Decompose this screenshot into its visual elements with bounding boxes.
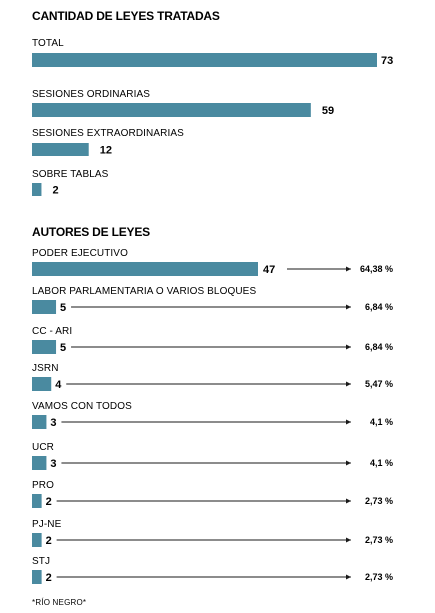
bar (32, 262, 258, 276)
chart-title-autores: AUTORES DE LEYES (32, 225, 150, 239)
category-label: STJ (32, 556, 50, 567)
value-label: 2 (46, 572, 52, 584)
bar (32, 143, 89, 156)
bar (32, 300, 57, 314)
percent-label: 64,38 % (360, 264, 393, 274)
value-label: 12 (100, 145, 112, 157)
bar (32, 53, 377, 67)
category-label: UCR (32, 442, 54, 453)
value-label: 73 (381, 55, 393, 67)
value-label: 3 (50, 458, 56, 470)
value-label: 3 (50, 417, 56, 429)
autores-bars: PODER EJECUTIVO 47 64,38 % LABOR PARLAMENTA… (32, 248, 393, 584)
category-label: SESIONES ORDINARIAS (32, 89, 150, 100)
value-label: 5 (60, 302, 66, 314)
category-label: PRO (32, 480, 54, 491)
bar (32, 570, 42, 584)
category-label: LABOR PARLAMENTARIA O VARIOS BLOQUES (32, 286, 256, 297)
bar (32, 103, 311, 117)
chart-title-leyes-tratadas: CANTIDAD DE LEYES TRATADAS (32, 9, 220, 23)
percent-label: 4,1 % (370, 417, 393, 427)
bar (32, 183, 42, 196)
value-label: 59 (322, 105, 334, 117)
category-label: PJ-NE (32, 519, 62, 530)
percent-label: 2,73 % (365, 535, 393, 545)
bar (32, 533, 42, 547)
percent-label: 2,73 % (365, 496, 393, 506)
category-label: TOTAL (32, 38, 64, 49)
percent-label: 6,84 % (365, 342, 393, 352)
bar (32, 456, 47, 470)
footnote: *RÍO NEGRO* (32, 598, 86, 607)
bar (32, 340, 57, 354)
value-label: 4 (55, 379, 62, 391)
value-label: 47 (263, 264, 275, 276)
leyes-tratadas-bars: TOTAL 73 SESIONES ORDINARIAS 59 SESIONES EXT… (32, 38, 393, 197)
bar (32, 494, 42, 508)
category-label: SESIONES EXTRAORDINARIAS (32, 128, 184, 139)
category-label: SOBRE TABLAS (32, 169, 109, 180)
value-label: 2 (46, 535, 52, 547)
percent-label: 2,73 % (365, 572, 393, 582)
bar (32, 377, 52, 391)
bar (32, 415, 47, 429)
category-label: CC - ARI (32, 326, 72, 337)
value-label: 5 (60, 342, 66, 354)
percent-label: 6,84 % (365, 302, 393, 312)
category-label: PODER EJECUTIVO (32, 248, 128, 259)
category-label: VAMOS CON TODOS (32, 401, 132, 412)
percent-label: 5,47 % (365, 379, 393, 389)
value-label: 2 (46, 496, 52, 508)
value-label: 2 (52, 185, 58, 197)
percent-label: 4,1 % (370, 458, 393, 468)
category-label: JSRN (32, 363, 59, 374)
